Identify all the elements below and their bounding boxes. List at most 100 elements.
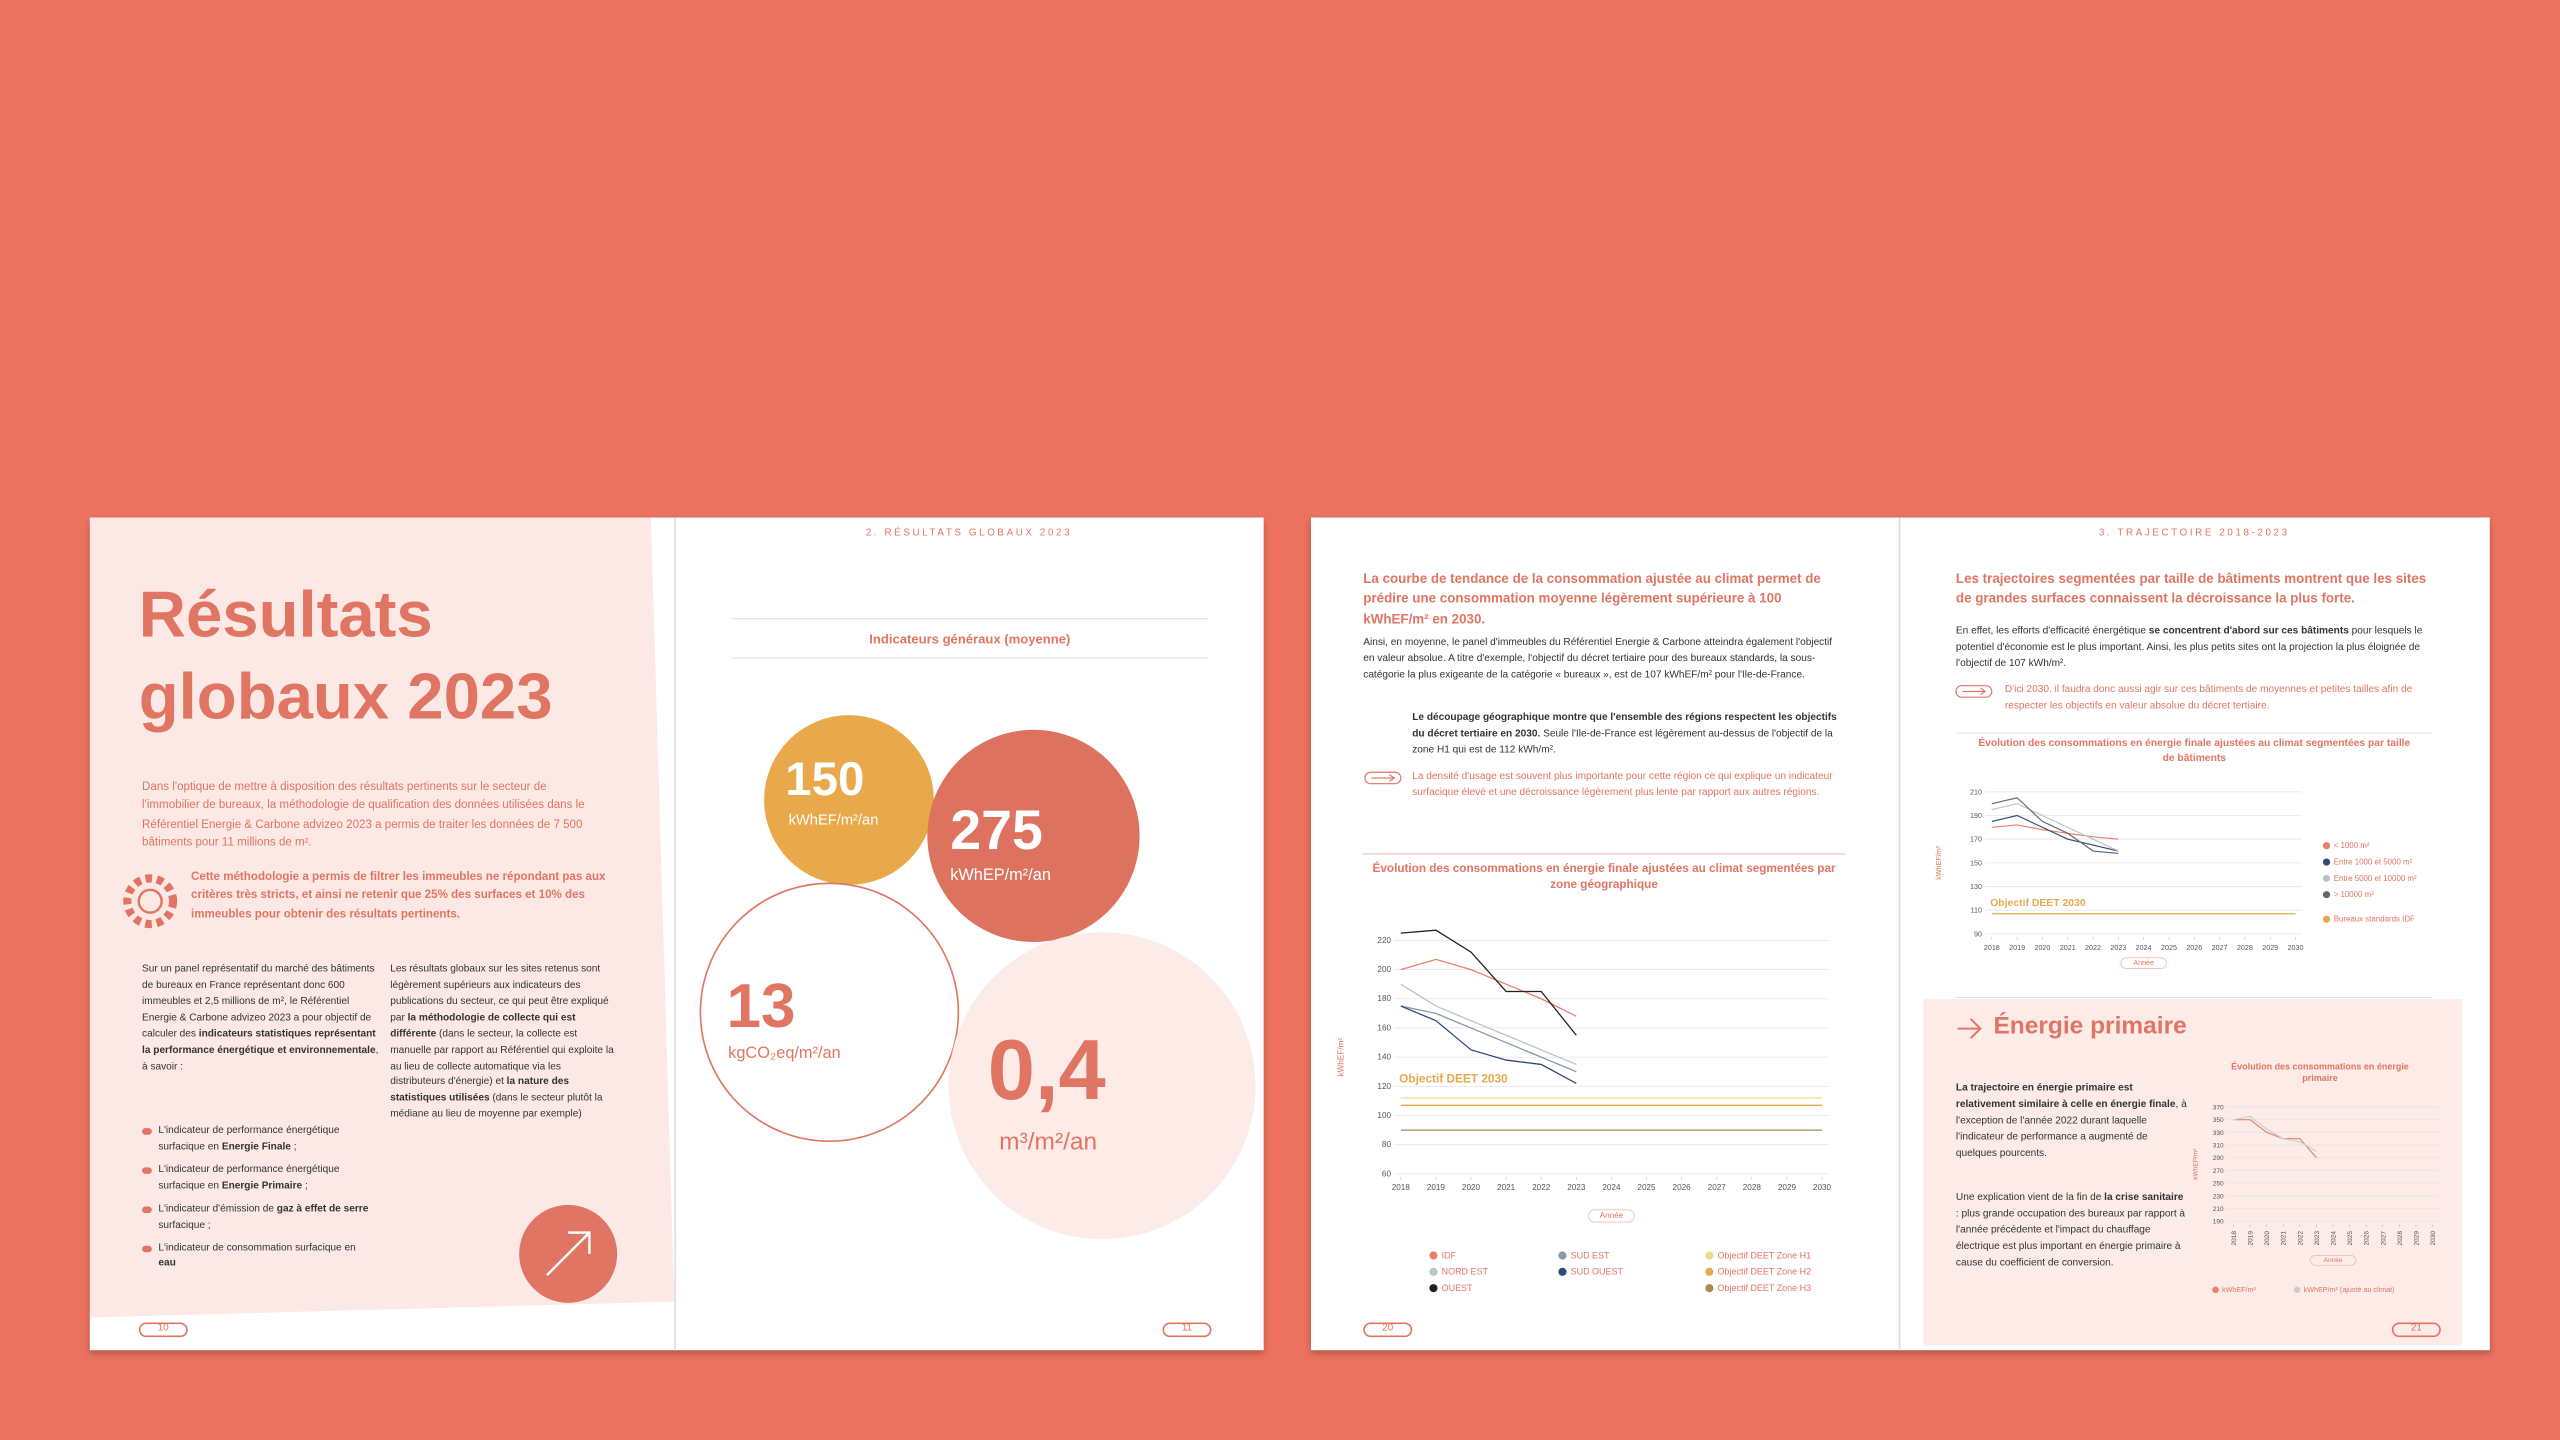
text-run: la crise sanitaire (2104, 1191, 2184, 1204)
x-tick-label: 2020 (2034, 944, 2050, 952)
x-axis-label: Année (2133, 959, 2154, 967)
paragraph: Les résultats globaux sur les sites rete… (390, 962, 615, 1124)
chart-title: Évolution des consommations en énergie f… (1978, 737, 2411, 764)
y-tick-label: 110 (1971, 907, 1982, 915)
text-run: Le découpage géographique montre que l'e… (1412, 711, 1837, 740)
x-tick-label: 2025 (2161, 944, 2177, 952)
legend-label: Bureaux standards IDF (2334, 915, 2415, 924)
lead: Les trajectoires segmentées par taille d… (1955, 571, 2427, 607)
x-tick-label: 2018 (2231, 1231, 2238, 1246)
indicator-value: 150 (785, 754, 865, 807)
x-tick-label: 2026 (2186, 944, 2202, 952)
x-tick-label: 2019 (1427, 1183, 1446, 1192)
series-line (2233, 1119, 2317, 1159)
y-tick-label: 180 (1377, 994, 1391, 1003)
text-run: ; (290, 1141, 297, 1153)
y-tick-label: 250 (2213, 1181, 2224, 1188)
arrow-icon (546, 1231, 591, 1276)
section-subtitle: Indicateurs généraux (moyenne) (869, 631, 1071, 647)
y-tick-label: 230 (2213, 1193, 2224, 1200)
paragraph: En effet, les efforts d'efficacité énerg… (1956, 624, 2433, 673)
text-run: L'indicateur de performance énergétique … (158, 1163, 340, 1192)
text-run: eau (158, 1257, 176, 1270)
legend-swatch (2322, 842, 2331, 850)
series-line (2233, 1115, 2317, 1152)
indicator-unit: kWhEP/m²/an (950, 866, 1051, 885)
x-tick-label: 2018 (1392, 1183, 1411, 1192)
gear-icon (123, 874, 178, 929)
y-tick-label: 270 (2213, 1168, 2224, 1175)
legend-swatch (2322, 915, 2331, 923)
series-line (1400, 929, 1577, 1036)
legend-swatch (1705, 1284, 1714, 1293)
indicator-unit: kWhEF/m²/an (788, 811, 879, 828)
x-tick-label: 2019 (2248, 1231, 2255, 1246)
gear-icon (137, 888, 163, 914)
y-tick-label: 190 (1970, 812, 1982, 820)
page-number: 20 (1363, 1322, 1413, 1338)
legend-swatch (1429, 1267, 1438, 1276)
legend-label: IDF (1442, 1250, 1457, 1260)
paragraph: La trajectoire en énergie primaire est r… (1956, 1081, 2188, 1162)
bullet-list: L'indicateur de performance énergétique … (142, 1123, 379, 1279)
series-line (1991, 824, 2119, 840)
series-line (1991, 803, 2119, 852)
legend-swatch (2322, 874, 2331, 882)
y-tick-label: 190 (2213, 1219, 2224, 1226)
paragraph: Le découpage géographique montre que l'e… (1412, 710, 1845, 759)
x-tick-label: 2025 (2347, 1231, 2354, 1246)
section-panel (1923, 999, 2463, 1346)
text-run: pour lesquels le potentiel d'économie es… (1955, 625, 2423, 670)
x-tick-label: 2027 (2380, 1231, 2387, 1246)
x-axis-label-pill (2120, 957, 2168, 969)
paragraph: Sur un panel représentatif du marché des… (142, 962, 379, 1075)
y-tick-label: 130 (1970, 883, 1982, 891)
x-tick-label: 2020 (1462, 1183, 1481, 1192)
note: La densité d'usage est souvent plus impo… (1412, 770, 1833, 799)
x-tick-label: 2028 (1743, 1183, 1762, 1192)
y-axis-label: kWhEP/m² (2193, 1148, 2200, 1180)
text-run: L'indicateur de performance énergétique … (158, 1124, 340, 1153)
text-run: ; (302, 1180, 308, 1192)
indicator-circle (948, 932, 1256, 1240)
legend-label: Objectif DEET Zone H3 (1718, 1283, 1812, 1293)
legend-swatch (2322, 858, 2331, 866)
intro: Dans l'optique de mettre à disposition d… (142, 780, 585, 850)
text-run: La trajectoire en énergie primaire est r… (1955, 1082, 2176, 1111)
bullet: L'indicateur de performance énergétique … (142, 1123, 371, 1155)
legend-swatch (2293, 1286, 2301, 1294)
indicator-unit: kgCO₂eq/m²/an (728, 1044, 841, 1063)
chart-title: Évolution des consommations en énergie f… (1372, 860, 1836, 891)
bullet-text: L'indicateur de performance énergétique … (158, 1164, 339, 1192)
text-run: surfacique ; (158, 1218, 211, 1231)
y-tick-label: 200 (1377, 965, 1391, 974)
legend-label: > 10000 m² (2334, 890, 2375, 899)
legend-swatch (1705, 1267, 1714, 1276)
page-title: Résultats globaux 2023 (139, 575, 553, 738)
text-run: se concentrent d'abord sur ces bâtiments (2148, 625, 2349, 637)
y-tick-label: 60 (1382, 1169, 1392, 1178)
paragraph: Une explication vient de la fin de la cr… (1956, 1190, 2188, 1271)
page-number: 10 (138, 1322, 188, 1338)
bullet: L'indicateur de performance énergétique … (142, 1162, 371, 1194)
text-run: indicateurs statistiques représentant la… (142, 1028, 376, 1056)
bullet: L'indicateur de consommation surfacique … (142, 1240, 371, 1272)
x-tick-label: 2023 (2314, 1231, 2321, 1246)
y-tick-label: 330 (2213, 1130, 2224, 1137)
legend-swatch (1705, 1251, 1714, 1260)
y-tick-label: 310 (2213, 1142, 2224, 1149)
x-tick-label: 2021 (1497, 1183, 1516, 1192)
highlight: Cette méthodologie a permis de filtrer l… (191, 870, 606, 921)
y-tick-label: 120 (1377, 1082, 1391, 1091)
legend-label: kWhEP/m² (ajusté au climat) (2304, 1286, 2395, 1294)
y-tick-label: 220 (1377, 936, 1391, 945)
bullet: L'indicateur d'émission de gaz à effet d… (142, 1201, 371, 1233)
legend-label: Objectif DEET Zone H2 (1718, 1267, 1812, 1277)
fold (674, 517, 676, 1351)
series-line (1991, 814, 2119, 852)
x-tick-label: 2028 (2397, 1231, 2404, 1246)
text-run: En effet, les efforts d'efficacité énerg… (1955, 625, 2149, 637)
legend-label: Entre 5000 et 10000 m² (2334, 874, 2417, 883)
text-run: , à l'exception de l'année 2022 durant l… (1955, 1098, 2187, 1159)
